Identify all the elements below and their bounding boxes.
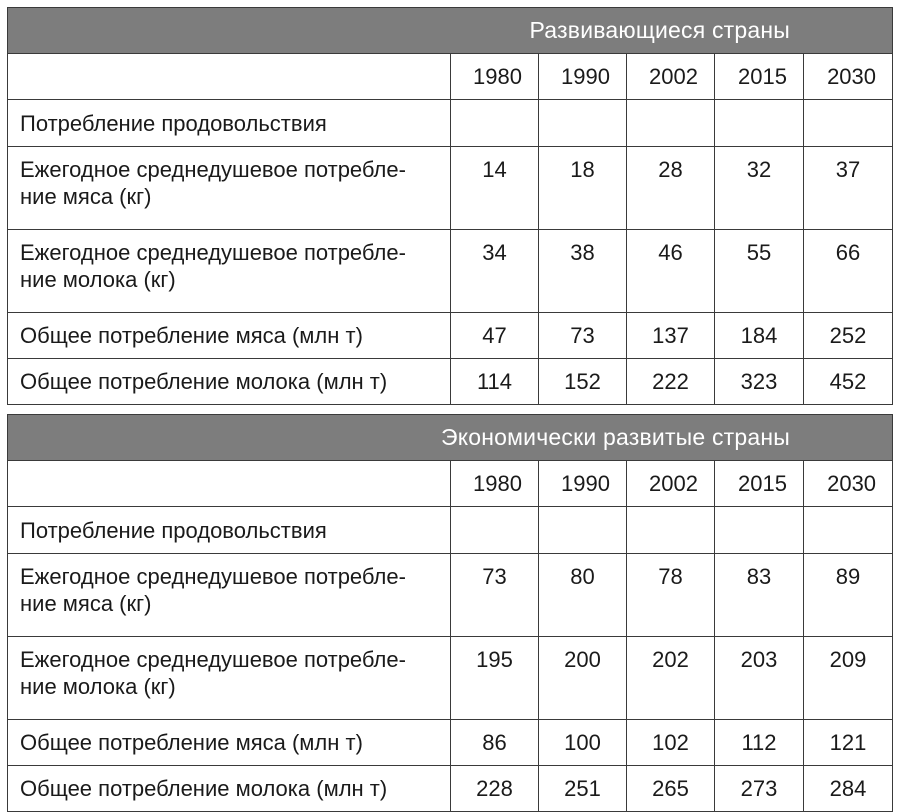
value-cell: 55: [714, 229, 804, 313]
value-cell: 228: [450, 765, 539, 812]
table-row: Общее потребление молока (млн т) 228 251…: [7, 765, 894, 812]
value-cell: 46: [626, 229, 715, 313]
year-cell: 1990: [538, 53, 627, 100]
value-cell: 222: [626, 358, 715, 405]
empty-cell: [802, 506, 894, 554]
value-cell: 34: [450, 229, 539, 313]
row-label-line: ние мяса (кг): [20, 591, 152, 616]
value-cell: 38: [538, 229, 627, 313]
row-label-line: ние мяса (кг): [20, 184, 152, 209]
section-label: Потребление продовольствия: [7, 99, 451, 147]
value-cell: 47: [450, 312, 539, 359]
value-cell: 37: [802, 146, 894, 230]
year-cell: 2015: [714, 53, 804, 100]
value-cell: 251: [538, 765, 627, 812]
value-cell: 121: [802, 719, 894, 766]
row-label-line: Ежегодное среднедушевое потребле-: [20, 157, 406, 182]
value-cell: 78: [626, 553, 715, 637]
year-cell: 2002: [626, 53, 715, 100]
row-label: Ежегодное среднедушевое потребле- ние мя…: [7, 146, 451, 230]
year-header-row: 1980 1990 2002 2015 2030: [7, 460, 894, 507]
year-cell: 2015: [714, 460, 804, 507]
value-cell: 102: [626, 719, 715, 766]
value-cell: 195: [450, 636, 539, 720]
empty-cell: [450, 99, 539, 147]
section-label: Потребление продовольствия: [7, 506, 451, 554]
row-label: Ежегодное среднедушевое потребле- ние мя…: [7, 553, 451, 637]
table-developed-countries: Экономически развитые страны 1980 1990 2…: [6, 414, 894, 812]
empty-cell: [714, 506, 804, 554]
value-cell: 184: [714, 312, 804, 359]
table-row: Общее потребление мяса (млн т) 86 100 10…: [7, 719, 894, 766]
value-cell: 202: [626, 636, 715, 720]
empty-cell: [538, 506, 627, 554]
year-cell: 1990: [538, 460, 627, 507]
section-row: Потребление продовольствия: [7, 99, 894, 147]
value-cell: 452: [802, 358, 894, 405]
empty-cell: [714, 99, 804, 147]
table-title: Развивающиеся страны: [6, 7, 894, 54]
value-cell: 73: [450, 553, 539, 637]
value-cell: 284: [802, 765, 894, 812]
table-row: Ежегодное среднедушевое потребле- ние мя…: [7, 146, 894, 230]
year-header-row: 1980 1990 2002 2015 2030: [7, 53, 894, 100]
value-cell: 18: [538, 146, 627, 230]
year-cell: 2030: [802, 53, 894, 100]
table-row: Ежегодное среднедушевое потребле- ние мо…: [7, 636, 894, 720]
value-cell: 114: [450, 358, 539, 405]
year-cell: 2030: [802, 460, 894, 507]
value-cell: 203: [714, 636, 804, 720]
table-row: Общее потребление мяса (млн т) 47 73 137…: [7, 312, 894, 359]
value-cell: 89: [802, 553, 894, 637]
value-cell: 28: [626, 146, 715, 230]
value-cell: 66: [802, 229, 894, 313]
value-cell: 273: [714, 765, 804, 812]
value-cell: 86: [450, 719, 539, 766]
year-cell: 2002: [626, 460, 715, 507]
section-row: Потребление продовольствия: [7, 506, 894, 554]
table-title: Экономически развитые страны: [6, 414, 894, 461]
row-label-line: Ежегодное среднедушевое потребле-: [20, 564, 406, 589]
empty-cell: [626, 99, 715, 147]
value-cell: 152: [538, 358, 627, 405]
value-cell: 73: [538, 312, 627, 359]
table-header-row: Экономически развитые страны: [6, 414, 894, 461]
value-cell: 112: [714, 719, 804, 766]
table-row: Ежегодное среднедушевое потребле- ние мя…: [7, 553, 894, 637]
table-developing-countries: Развивающиеся страны 1980 1990 2002 2015…: [6, 7, 894, 405]
row-label-line: ние молока (кг): [20, 674, 176, 699]
value-cell: 80: [538, 553, 627, 637]
row-label: Общее потребление молока (млн т): [7, 765, 451, 812]
value-cell: 100: [538, 719, 627, 766]
row-label: Общее потребление мяса (млн т): [7, 312, 451, 359]
year-cell: 1980: [450, 53, 539, 100]
value-cell: 137: [626, 312, 715, 359]
row-label: Общее потребление мяса (млн т): [7, 719, 451, 766]
empty-cell: [450, 506, 539, 554]
table-row: Ежегодное среднедушевое потребле- ние мо…: [7, 229, 894, 313]
value-cell: 83: [714, 553, 804, 637]
year-cell: 1980: [450, 460, 539, 507]
empty-cell: [538, 99, 627, 147]
value-cell: 252: [802, 312, 894, 359]
value-cell: 200: [538, 636, 627, 720]
empty-cell: [802, 99, 894, 147]
value-cell: 265: [626, 765, 715, 812]
row-label-line: ние молока (кг): [20, 267, 176, 292]
value-cell: 323: [714, 358, 804, 405]
row-label-line: Ежегодное среднедушевое потребле-: [20, 647, 406, 672]
empty-cell: [626, 506, 715, 554]
table-row: Общее потребление молока (млн т) 114 152…: [7, 358, 894, 405]
table-header-row: Развивающиеся страны: [6, 7, 894, 54]
value-cell: 32: [714, 146, 804, 230]
row-label: Ежегодное среднедушевое потребле- ние мо…: [7, 636, 451, 720]
value-cell: 209: [802, 636, 894, 720]
row-label: Общее потребление молока (млн т): [7, 358, 451, 405]
row-label: Ежегодное среднедушевое потребле- ние мо…: [7, 229, 451, 313]
row-label-line: Ежегодное среднедушевое потребле-: [20, 240, 406, 265]
value-cell: 14: [450, 146, 539, 230]
empty-corner-cell: [7, 460, 451, 507]
empty-corner-cell: [7, 53, 451, 100]
